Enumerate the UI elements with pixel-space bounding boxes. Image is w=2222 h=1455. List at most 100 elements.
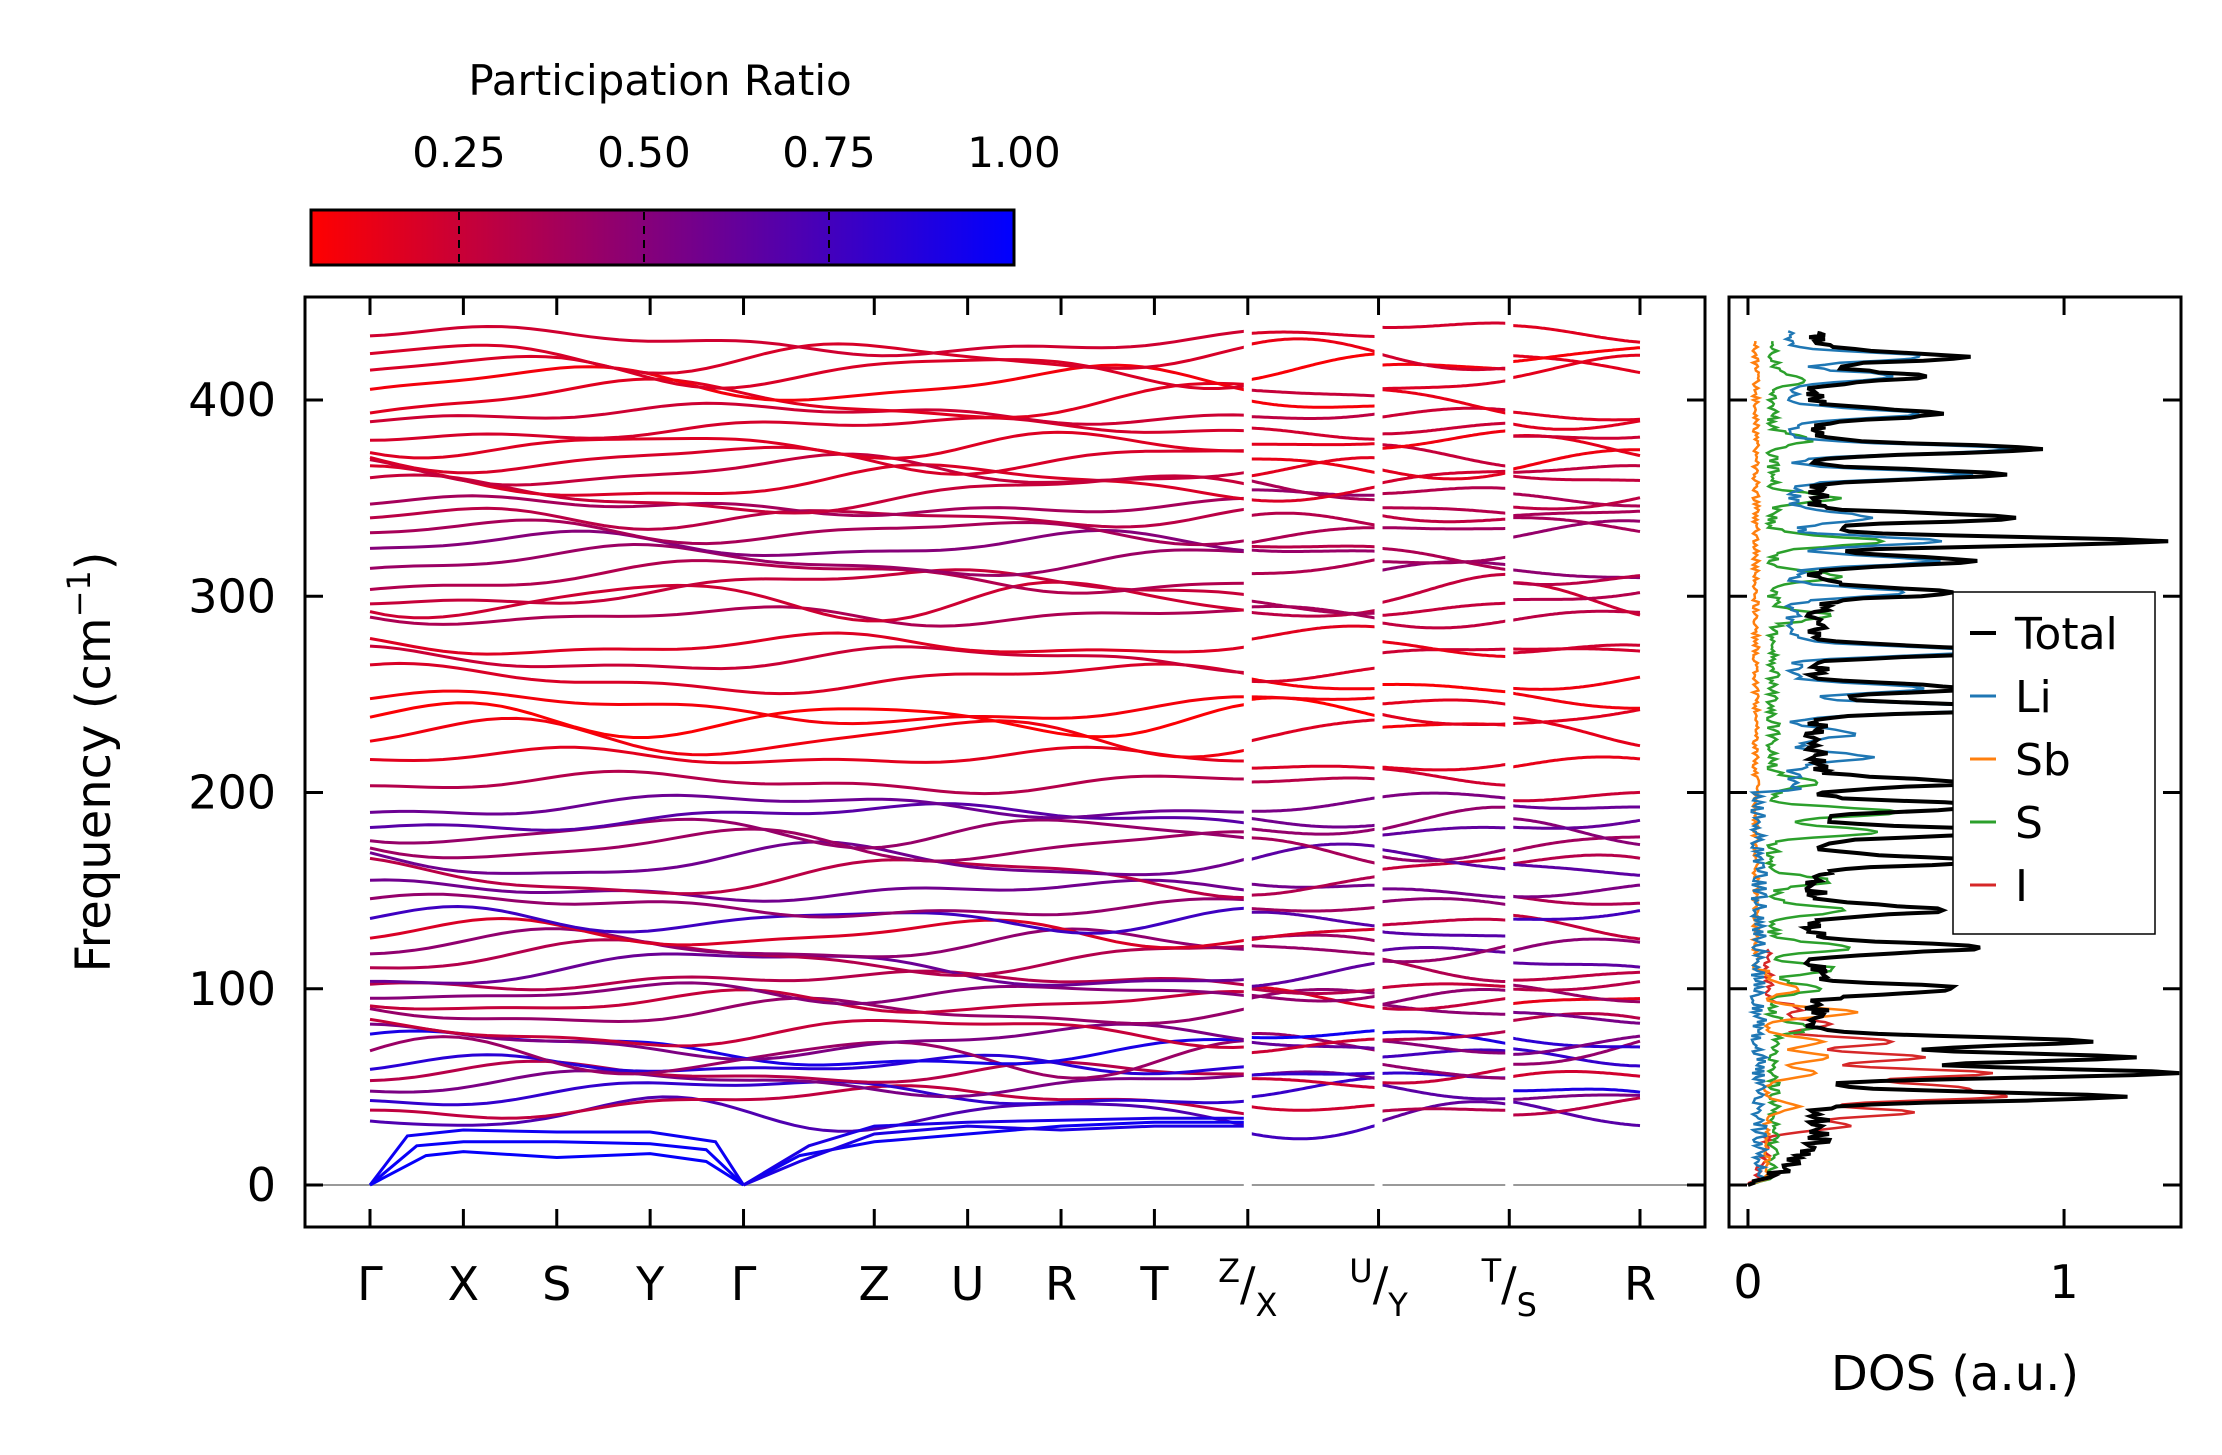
band-line (1509, 790, 1641, 803)
band-line (1378, 847, 1510, 863)
band-line (1509, 516, 1641, 533)
band-line (369, 1069, 1248, 1099)
band-line (369, 568, 1248, 606)
band-line (369, 716, 1249, 759)
band-line (1247, 944, 1379, 956)
band-line (1247, 1103, 1379, 1112)
band-line (1509, 1012, 1641, 1023)
band-line (369, 1017, 1248, 1050)
band-line (369, 769, 1248, 796)
band-line (369, 518, 1249, 547)
y-tick-label: 300 (188, 569, 276, 623)
band-line (1509, 862, 1641, 877)
y-tick-label: 100 (188, 962, 276, 1016)
k-label-slash: / (1240, 1257, 1256, 1311)
band-line (369, 745, 1248, 765)
k-point-label: Γ (731, 1257, 757, 1311)
legend-label: Li (2015, 672, 2052, 723)
band-line (1509, 519, 1641, 540)
band-line (1509, 354, 1641, 375)
k-label-sup: T (1481, 1252, 1502, 1290)
band-line (1509, 410, 1641, 422)
band-line (369, 701, 1249, 739)
band-line (1509, 1010, 1641, 1025)
band-line (1247, 426, 1379, 441)
band-line (369, 1095, 1249, 1133)
k-point-ticks: Γ X S Y Γ Z U R T Z/XU/YT/S R (357, 297, 1656, 1324)
band-line (1378, 1002, 1510, 1016)
band-line (1378, 805, 1510, 832)
path-break-gap (1243, 300, 1252, 1195)
band-line (1247, 905, 1379, 913)
band-line (1247, 984, 1379, 1010)
band-line (1247, 987, 1379, 996)
k-label-slash: / (1501, 1257, 1517, 1311)
band-line (369, 1080, 1248, 1107)
band-line (1378, 762, 1510, 772)
band-line (1509, 816, 1641, 847)
band-line (369, 1059, 1248, 1084)
band-line (369, 559, 1248, 595)
band-line (1247, 776, 1379, 784)
band-line (1509, 970, 1641, 982)
dos-curves (1746, 330, 2180, 1187)
y-axis-title: Frequency (cm−1) (60, 551, 122, 972)
band-line (1509, 755, 1641, 769)
band-line (1247, 910, 1379, 928)
band-line (369, 981, 1248, 1006)
band-line (1247, 1071, 1379, 1077)
k-point-label: T (1139, 1257, 1169, 1311)
band-line (1378, 988, 1510, 1007)
k-point-label: R (1624, 1257, 1656, 1311)
band-line (1378, 1048, 1510, 1059)
band-line (1509, 980, 1641, 992)
band-line (1509, 1093, 1640, 1102)
band-line (1378, 930, 1510, 938)
band-line (1509, 492, 1640, 508)
acoustic-branch (742, 1120, 1248, 1187)
band-line (1508, 937, 1641, 953)
band-line (1247, 624, 1379, 642)
legend-items: Total Li Sb SI (1970, 609, 2118, 912)
legend-label: Total (2014, 609, 2118, 660)
band-line (1247, 337, 1379, 354)
band-line (369, 793, 1248, 820)
band-line (1509, 961, 1641, 969)
band-line (1378, 682, 1510, 694)
k-point-label: U/Y (1349, 1252, 1408, 1324)
band-line (1509, 647, 1641, 653)
y-tick-label: 200 (188, 766, 276, 820)
phonon-bands (368, 321, 1641, 1187)
legend: Total Li Sb SI (1952, 591, 2156, 935)
band-line (369, 644, 1248, 675)
colorbar-title: Participation Ratio (468, 56, 851, 105)
band-line (1247, 544, 1379, 549)
band-line (369, 661, 1249, 696)
band-line (1378, 1100, 1510, 1124)
band-line (1378, 887, 1510, 900)
band-line (1509, 1099, 1641, 1128)
band-line (1247, 557, 1379, 576)
band-line (1247, 457, 1379, 475)
band-line (1247, 484, 1379, 503)
band-line (1378, 526, 1510, 531)
band-line (369, 542, 1248, 578)
band-line (1378, 572, 1510, 605)
band-line (1378, 421, 1510, 436)
dos-line-li (1747, 330, 2015, 1187)
path-break-gap (1374, 300, 1383, 1195)
band-line (369, 631, 1249, 656)
band-plot-frame (303, 295, 1707, 1229)
band-line (1509, 997, 1641, 1006)
band-line (1378, 698, 1510, 707)
acoustic-branch (742, 1124, 1248, 1187)
band-line (1247, 718, 1379, 743)
band-line (1509, 894, 1641, 906)
band-line (1378, 996, 1510, 1011)
band-line (1378, 825, 1510, 837)
band-line (369, 452, 1249, 487)
band-line (369, 689, 1248, 726)
band-line (1378, 1062, 1510, 1080)
